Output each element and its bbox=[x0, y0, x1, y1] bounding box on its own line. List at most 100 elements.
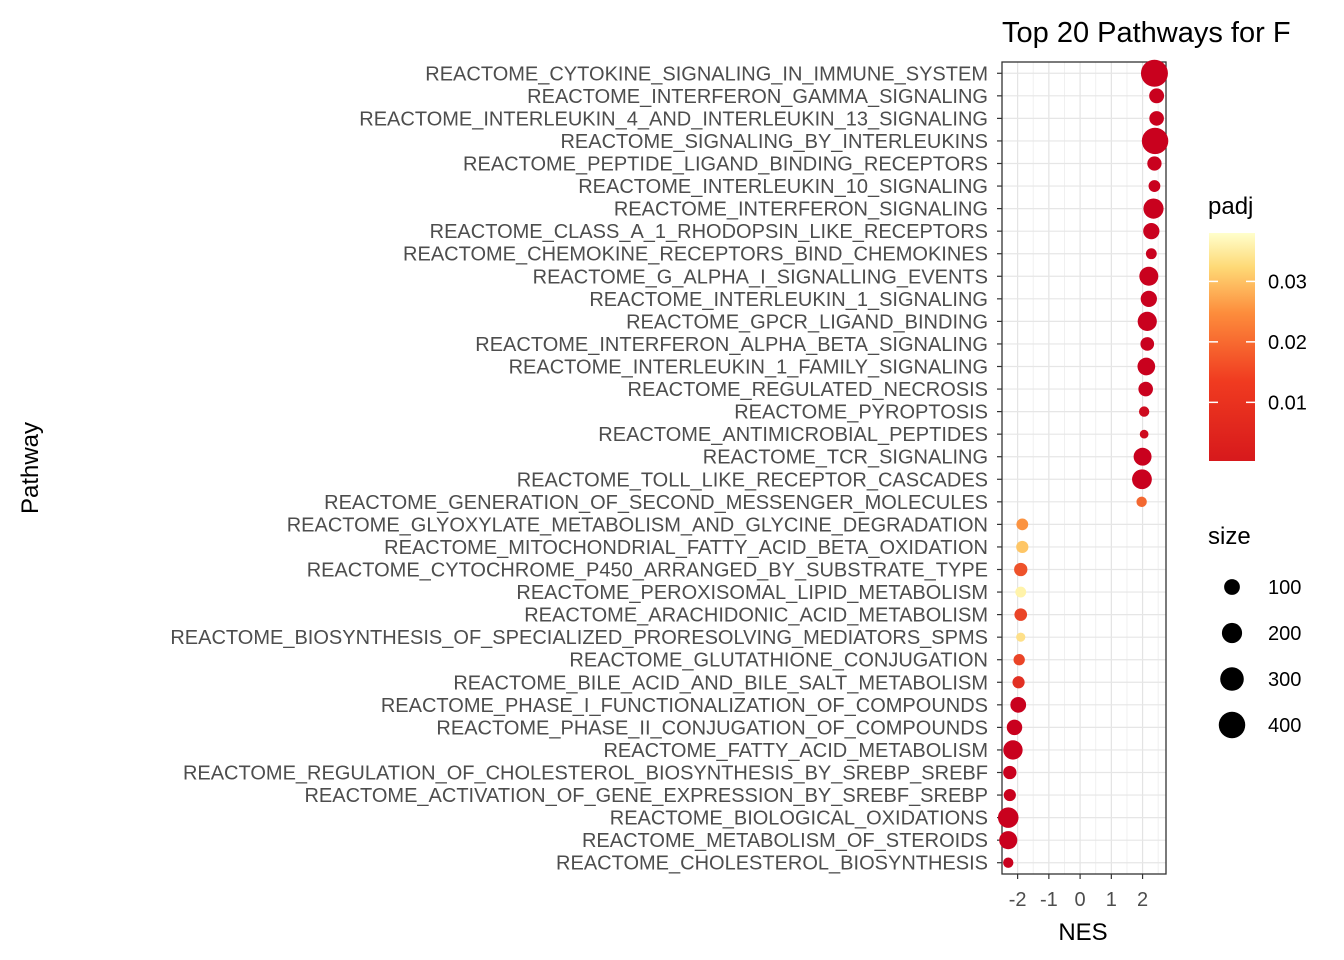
x-axis-ticks: -2 -1 0 1 2 bbox=[1009, 874, 1148, 911]
pathway-label: REACTOME_ANTIMICROBIAL_PEPTIDES bbox=[598, 424, 988, 446]
pathway-label: REACTOME_TCR_SIGNALING bbox=[703, 447, 988, 469]
data-point bbox=[1012, 676, 1025, 689]
pathway-label: REACTOME_GPCR_LIGAND_BINDING bbox=[626, 311, 988, 333]
x-tick-label: -1 bbox=[1040, 889, 1058, 911]
data-point bbox=[1016, 540, 1029, 554]
data-point bbox=[1003, 857, 1014, 868]
data-point bbox=[1014, 608, 1028, 621]
data-point bbox=[1143, 198, 1164, 219]
data-point bbox=[1006, 719, 1023, 736]
data-point bbox=[1148, 180, 1161, 192]
data-point bbox=[1010, 696, 1027, 713]
data-point bbox=[1133, 447, 1152, 466]
pathway-label: REACTOME_CYTOKINE_SIGNALING_IN_IMMUNE_SY… bbox=[425, 63, 988, 85]
size-legend-label: 100 bbox=[1268, 577, 1301, 599]
size-legend-dot bbox=[1220, 667, 1244, 691]
pathway-label: REACTOME_REGULATED_NECROSIS bbox=[628, 379, 988, 401]
data-point bbox=[1138, 406, 1150, 417]
data-point bbox=[1016, 518, 1029, 531]
size-legend-title: size bbox=[1208, 523, 1251, 550]
data-point bbox=[1143, 223, 1160, 240]
data-point bbox=[1140, 59, 1168, 87]
x-axis-title: NES bbox=[1058, 919, 1107, 946]
pathway-label: REACTOME_MITOCHONDRIAL_FATTY_ACID_BETA_O… bbox=[384, 537, 988, 559]
padj-legend-title: padj bbox=[1208, 193, 1253, 220]
pathway-label: REACTOME_PYROPTOSIS bbox=[734, 402, 988, 424]
size-legend: size 100 200 300 400 bbox=[1208, 523, 1301, 739]
data-points bbox=[997, 59, 1169, 868]
data-point bbox=[1149, 111, 1164, 126]
pathway-label: REACTOME_INTERLEUKIN_4_AND_INTERLEUKIN_1… bbox=[359, 108, 988, 130]
pathway-label: REACTOME_INTERLEUKIN_10_SIGNALING bbox=[578, 176, 988, 198]
pathway-label: REACTOME_BILE_ACID_AND_BILE_SALT_METABOL… bbox=[453, 672, 988, 694]
pathway-label: REACTOME_FATTY_ACID_METABOLISM bbox=[603, 740, 988, 762]
data-point bbox=[1136, 496, 1147, 508]
pathway-label: REACTOME_INTERLEUKIN_1_FAMILY_SIGNALING bbox=[509, 357, 988, 379]
pathway-label: REACTOME_GENERATION_OF_SECOND_MESSENGER_… bbox=[324, 492, 988, 514]
data-point bbox=[1016, 632, 1026, 642]
padj-colorbar bbox=[1209, 233, 1255, 461]
data-point bbox=[1149, 88, 1165, 104]
data-point bbox=[1013, 654, 1025, 666]
data-point bbox=[1003, 788, 1016, 802]
pathway-label: REACTOME_INTERLEUKIN_1_SIGNALING bbox=[589, 289, 988, 311]
x-tick-label: 0 bbox=[1075, 889, 1086, 911]
pathway-label: REACTOME_INTERFERON_ALPHA_BETA_SIGNALING bbox=[475, 334, 988, 356]
pathway-label: REACTOME_CLASS_A_1_RHODOPSIN_LIKE_RECEPT… bbox=[430, 221, 988, 243]
x-tick-label: 2 bbox=[1137, 889, 1148, 911]
pathway-label: REACTOME_BIOLOGICAL_OXIDATIONS bbox=[610, 808, 988, 830]
data-point bbox=[1138, 381, 1153, 397]
data-point bbox=[1141, 127, 1169, 155]
chart-title: Top 20 Pathways for F bbox=[1002, 17, 1291, 49]
data-point bbox=[1137, 357, 1156, 376]
pathway-labels: REACTOME_CYTOKINE_SIGNALING_IN_IMMUNE_SY… bbox=[170, 63, 1002, 875]
pathway-label: REACTOME_PEPTIDE_LIGAND_BINDING_RECEPTOR… bbox=[463, 154, 988, 176]
plot-panel bbox=[1001, 61, 1167, 875]
pathway-label: REACTOME_ARACHIDONIC_ACID_METABOLISM bbox=[524, 605, 988, 627]
data-point bbox=[1003, 765, 1017, 780]
pathway-label: REACTOME_PHASE_II_CONJUGATION_OF_COMPOUN… bbox=[436, 717, 988, 739]
pathway-label: REACTOME_CHOLESTEROL_BIOSYNTHESIS bbox=[556, 853, 988, 875]
pathway-label: REACTOME_CHEMOKINE_RECEPTORS_BIND_CHEMOK… bbox=[403, 244, 988, 266]
pathway-label: REACTOME_PHASE_I_FUNCTIONALIZATION_OF_CO… bbox=[381, 695, 988, 717]
panel-border bbox=[1001, 61, 1167, 875]
size-legend-dot bbox=[1224, 579, 1240, 595]
pathway-label: REACTOME_METABOLISM_OF_STEROIDS bbox=[582, 830, 988, 852]
data-point bbox=[1140, 337, 1155, 351]
data-point bbox=[1137, 311, 1157, 331]
pathway-label: REACTOME_CYTOCHROME_P450_ARRANGED_BY_SUB… bbox=[307, 560, 988, 582]
colorbar-tick-label: 0.01 bbox=[1268, 392, 1307, 414]
data-point bbox=[1003, 740, 1023, 760]
pathway-label: REACTOME_INTERFERON_SIGNALING bbox=[614, 199, 988, 221]
pathway-label: REACTOME_PEROXISOMAL_LIPID_METABOLISM bbox=[516, 582, 988, 604]
colorbar-tick-label: 0.03 bbox=[1268, 271, 1307, 293]
data-point bbox=[1139, 429, 1149, 439]
colorbar-tick-label: 0.02 bbox=[1268, 332, 1307, 354]
pathway-label: REACTOME_TOLL_LIKE_RECEPTOR_CASCADES bbox=[517, 469, 988, 491]
size-legend-dot bbox=[1221, 622, 1243, 644]
size-legend-label: 400 bbox=[1268, 715, 1301, 737]
pathway-label: REACTOME_INTERFERON_GAMMA_SIGNALING bbox=[527, 86, 988, 108]
pathway-label: REACTOME_SIGNALING_BY_INTERLEUKINS bbox=[560, 131, 988, 153]
data-point bbox=[1139, 266, 1159, 286]
panel-background bbox=[1002, 62, 1166, 874]
size-legend-dot bbox=[1218, 711, 1246, 739]
data-point bbox=[1147, 156, 1162, 171]
data-point bbox=[1132, 469, 1152, 490]
pathway-label: REACTOME_ACTIVATION_OF_GENE_EXPRESSION_B… bbox=[304, 785, 988, 807]
x-tick-label: -2 bbox=[1009, 889, 1027, 911]
y-axis-title: Pathway bbox=[17, 422, 44, 514]
padj-legend: padj 0.01 0.02 0.03 bbox=[1208, 193, 1307, 461]
data-point bbox=[1015, 586, 1027, 598]
data-point bbox=[1140, 290, 1157, 307]
data-point bbox=[1014, 562, 1028, 577]
pathway-label: REACTOME_GLYOXYLATE_METABOLISM_AND_GLYCI… bbox=[287, 514, 988, 536]
size-legend-label: 200 bbox=[1268, 623, 1301, 645]
x-tick-label: 1 bbox=[1106, 889, 1117, 911]
pathway-label: REACTOME_G_ALPHA_I_SIGNALLING_EVENTS bbox=[533, 266, 988, 288]
data-point bbox=[1145, 248, 1157, 260]
data-point bbox=[997, 807, 1019, 828]
pathway-label: REACTOME_BIOSYNTHESIS_OF_SPECIALIZED_PRO… bbox=[170, 627, 988, 649]
data-point bbox=[999, 831, 1018, 850]
